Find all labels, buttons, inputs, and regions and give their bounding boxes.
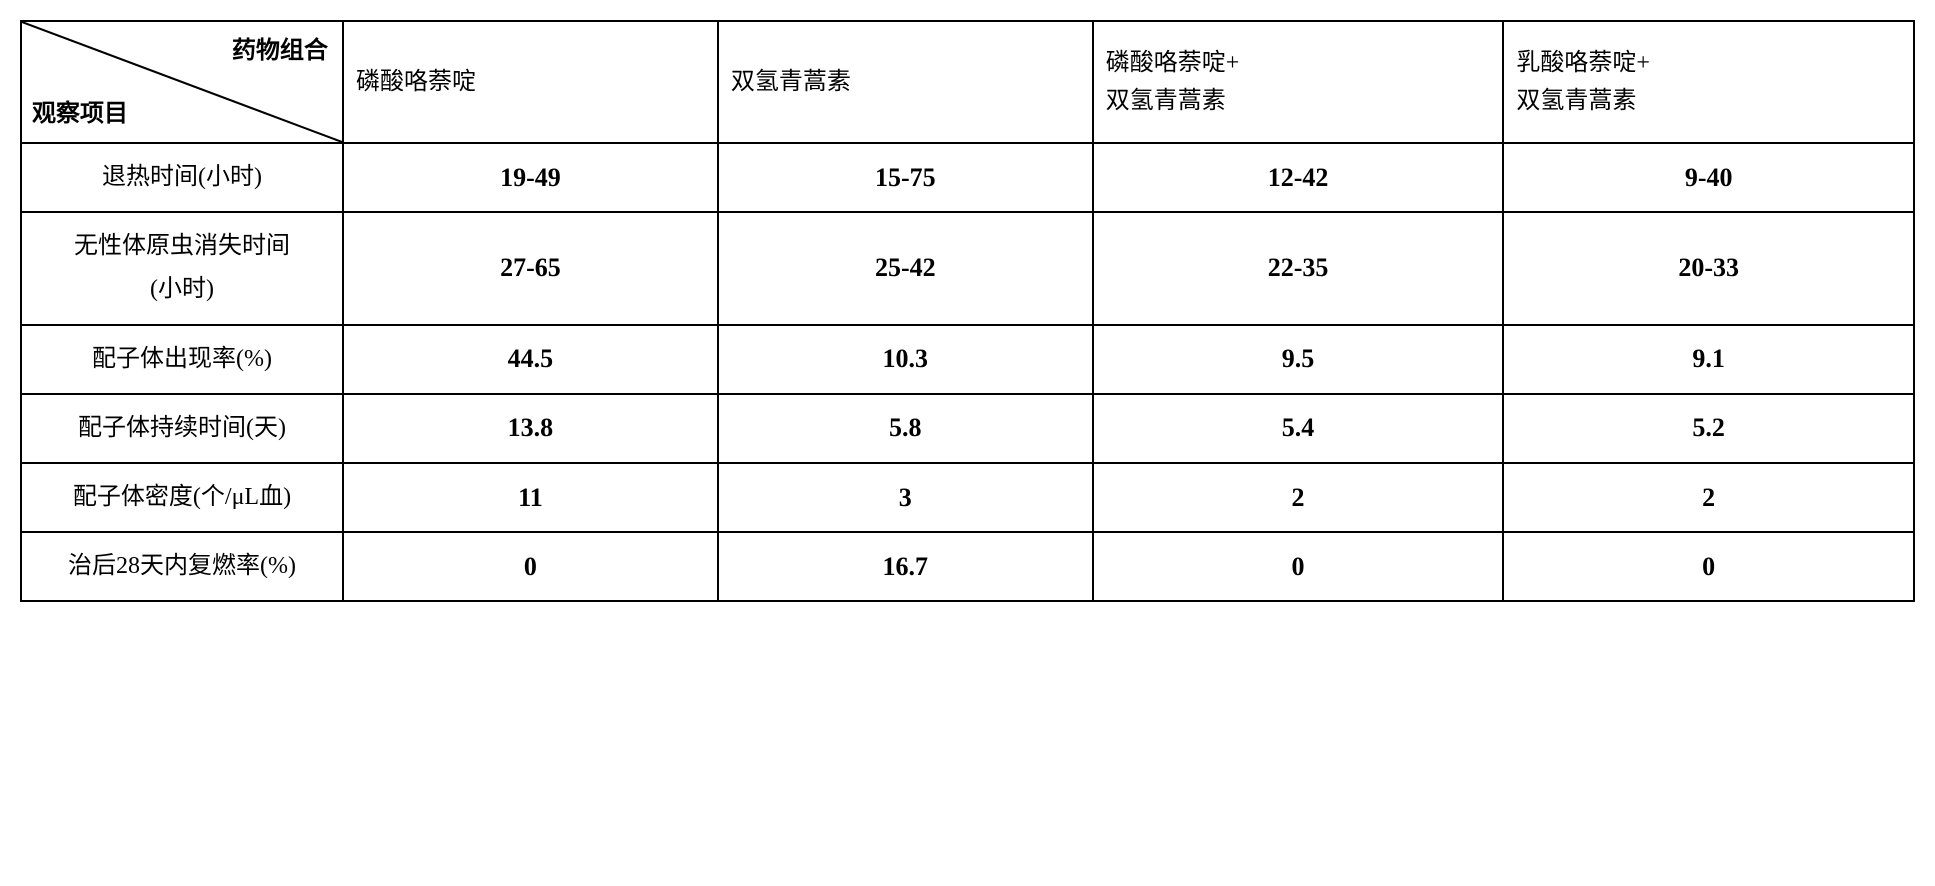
- table-row: 配子体密度(个/μL血) 11 3 2 2: [21, 463, 1914, 532]
- data-cell: 2: [1093, 463, 1504, 532]
- data-cell: 0: [343, 532, 718, 601]
- table-row: 退热时间(小时) 19-49 15-75 12-42 9-40: [21, 143, 1914, 212]
- data-cell: 0: [1503, 532, 1914, 601]
- data-cell: 2: [1503, 463, 1914, 532]
- data-cell: 25-42: [718, 212, 1093, 324]
- data-cell: 13.8: [343, 394, 718, 463]
- data-cell: 44.5: [343, 325, 718, 394]
- data-cell: 0: [1093, 532, 1504, 601]
- comparison-table: 药物组合 观察项目 磷酸咯萘啶 双氢青蒿素 磷酸咯萘啶+双氢青蒿素 乳酸咯萘啶+…: [20, 20, 1915, 602]
- data-cell: 22-35: [1093, 212, 1504, 324]
- row-label-0: 退热时间(小时): [21, 143, 343, 212]
- column-header-1: 双氢青蒿素: [718, 21, 1093, 143]
- table-row: 配子体持续时间(天) 13.8 5.8 5.4 5.2: [21, 394, 1914, 463]
- table-row: 配子体出现率(%) 44.5 10.3 9.5 9.1: [21, 325, 1914, 394]
- table-row: 无性体原虫消失时间(小时) 27-65 25-42 22-35 20-33: [21, 212, 1914, 324]
- header-top-label: 药物组合: [232, 30, 328, 65]
- data-cell: 9.1: [1503, 325, 1914, 394]
- data-cell: 9.5: [1093, 325, 1504, 394]
- row-label-2: 配子体出现率(%): [21, 325, 343, 394]
- data-cell: 3: [718, 463, 1093, 532]
- row-label-1: 无性体原虫消失时间(小时): [21, 212, 343, 324]
- data-cell: 10.3: [718, 325, 1093, 394]
- header-row: 药物组合 观察项目 磷酸咯萘啶 双氢青蒿素 磷酸咯萘啶+双氢青蒿素 乳酸咯萘啶+…: [21, 21, 1914, 143]
- data-cell: 11: [343, 463, 718, 532]
- table-body: 退热时间(小时) 19-49 15-75 12-42 9-40 无性体原虫消失时…: [21, 143, 1914, 601]
- data-cell: 9-40: [1503, 143, 1914, 212]
- data-cell: 5.2: [1503, 394, 1914, 463]
- table-row: 治后28天内复燃率(%) 0 16.7 0 0: [21, 532, 1914, 601]
- column-header-0: 磷酸咯萘啶: [343, 21, 718, 143]
- data-cell: 16.7: [718, 532, 1093, 601]
- data-cell: 27-65: [343, 212, 718, 324]
- row-label-3: 配子体持续时间(天): [21, 394, 343, 463]
- row-label-5: 治后28天内复燃率(%): [21, 532, 343, 601]
- column-header-2: 磷酸咯萘啶+双氢青蒿素: [1093, 21, 1504, 143]
- row-label-4: 配子体密度(个/μL血): [21, 463, 343, 532]
- data-cell: 15-75: [718, 143, 1093, 212]
- data-cell: 5.8: [718, 394, 1093, 463]
- data-cell: 20-33: [1503, 212, 1914, 324]
- data-cell: 12-42: [1093, 143, 1504, 212]
- diagonal-header-cell: 药物组合 观察项目: [21, 21, 343, 143]
- data-cell: 5.4: [1093, 394, 1504, 463]
- column-header-3: 乳酸咯萘啶+双氢青蒿素: [1503, 21, 1914, 143]
- data-cell: 19-49: [343, 143, 718, 212]
- header-bottom-label: 观察项目: [32, 93, 128, 128]
